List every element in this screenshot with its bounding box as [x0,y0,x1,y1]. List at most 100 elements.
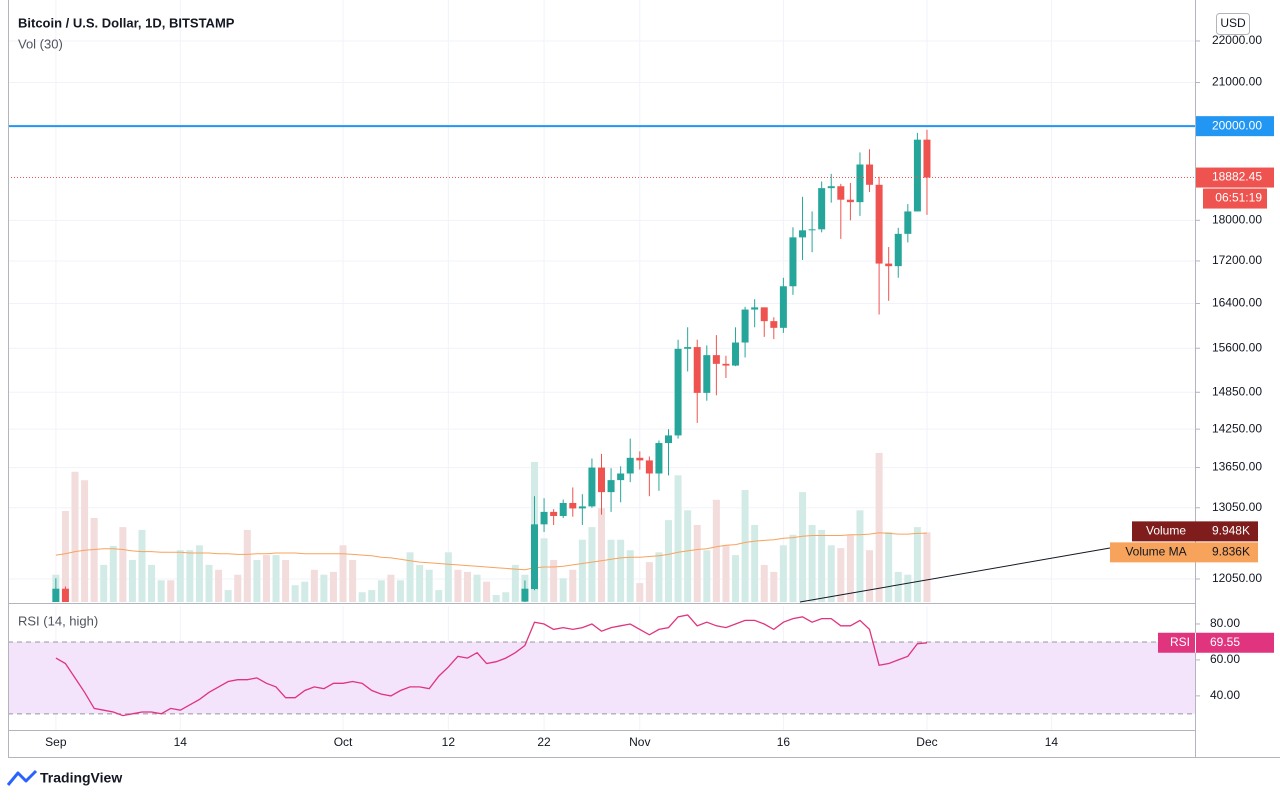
volume-ma-value-label: 9.836K [1212,545,1250,559]
volume-bar [856,510,864,602]
candle-body [693,347,701,393]
volume-bar [301,581,309,602]
grid [8,0,1195,730]
y-tick-label: 17200.00 [1212,253,1262,267]
volume-ma-label-box [1110,542,1258,563]
candle-body [722,363,730,366]
candle-body [751,307,759,310]
volume-bar [626,550,634,602]
volume-bar [234,574,242,602]
candle-body [885,263,893,267]
candle-body [607,480,615,493]
volume-bar [712,499,720,602]
candle-body [846,199,854,203]
x-tick-label: 16 [777,735,791,749]
rsi-band [8,641,1195,714]
volume-bar [387,574,395,602]
rsi-tick-label: 80.00 [1210,616,1240,630]
candle-body [52,588,60,602]
countdown-box [1203,188,1267,209]
volume-bar [540,538,548,602]
volume-ma-line [55,532,928,571]
volume-bar [167,580,175,602]
volume-bar [808,525,816,602]
volume-bar [444,552,452,602]
candle-body [684,347,692,349]
volume-bar [243,529,251,602]
volume-bar [454,569,462,602]
y-tick-label: 13650.00 [1212,460,1262,474]
volume-bar [358,592,366,602]
volume-bar [885,532,893,602]
volume-bar [818,529,826,602]
candle-body [588,467,596,507]
candle-body [856,164,864,203]
currency-label[interactable]: USD [1220,16,1246,30]
volume-bar [253,560,261,602]
y-tick-label: 21000.00 [1212,75,1262,89]
volume-label-box [1132,521,1258,542]
price-pane [8,125,1195,602]
volume-bar [329,571,337,602]
countdown-label: 06:51:19 [1215,191,1262,205]
volume-bar [224,590,232,602]
volume-bar [109,546,117,602]
volume-bar [703,550,711,602]
last-price-box [1196,167,1274,188]
rsi-tick-label: 40.00 [1210,688,1240,702]
candle-body [732,342,740,366]
volume-bar [569,569,577,602]
volume-bar [215,569,223,602]
y-tick-label: 18000.00 [1212,213,1262,227]
volume-bar [272,555,280,602]
volume-bar [90,518,98,602]
candle-body [799,230,807,238]
volume-bar [741,490,749,602]
volume-bar [128,560,136,602]
volume-bar [588,527,596,602]
volume-bar [291,585,299,602]
volume-name: Volume [1146,524,1186,538]
brand-name[interactable]: TradingView [40,770,122,786]
candle-body [741,309,749,343]
volume-bar [550,560,558,602]
candle-body [712,355,720,364]
volume-bar [473,574,481,602]
volume-bar [100,564,108,602]
currency-button[interactable] [1216,13,1250,35]
axes: Sep 14 Oct 12 22 Nov 16 Dec 14 12050.00 13050.00 13… [45,33,1274,749]
hline-label: 20000.00 [1212,118,1262,132]
volume-bar [406,552,414,602]
volume-bar [195,545,203,602]
candle-body [559,502,567,517]
candle-body [770,321,778,328]
x-tick-label: Dec [916,735,937,749]
candle-body [636,457,644,461]
candle-body [578,506,586,509]
candle-body [789,237,797,287]
y-tick-label: 22000.00 [1212,33,1262,47]
y-tick-label: 13050.00 [1212,500,1262,514]
brand-logo [6,769,38,786]
candle-body [875,184,883,264]
volume-bar [607,539,615,602]
y-tick-label: 15600.00 [1212,340,1262,354]
y-tick-label: 14850.00 [1212,384,1262,398]
trend-line [799,547,1111,603]
volume-bar [645,562,653,602]
volume-bar [674,475,682,602]
volume-bar [760,564,768,602]
y-tick-label: 12050.00 [1212,571,1262,585]
volume-bar [799,492,807,602]
volume-bar [71,471,79,602]
x-tick-label: 14 [1045,735,1059,749]
candle-body [655,443,663,474]
volume-bar [913,527,921,602]
rsi-legend: RSI (14, high) [18,613,98,628]
candle-body [837,186,845,200]
candle-body [913,139,921,212]
x-tick-label: 12 [442,735,456,749]
volume-bar [320,574,328,602]
candle-body [818,188,826,230]
volume-bar [846,534,854,602]
